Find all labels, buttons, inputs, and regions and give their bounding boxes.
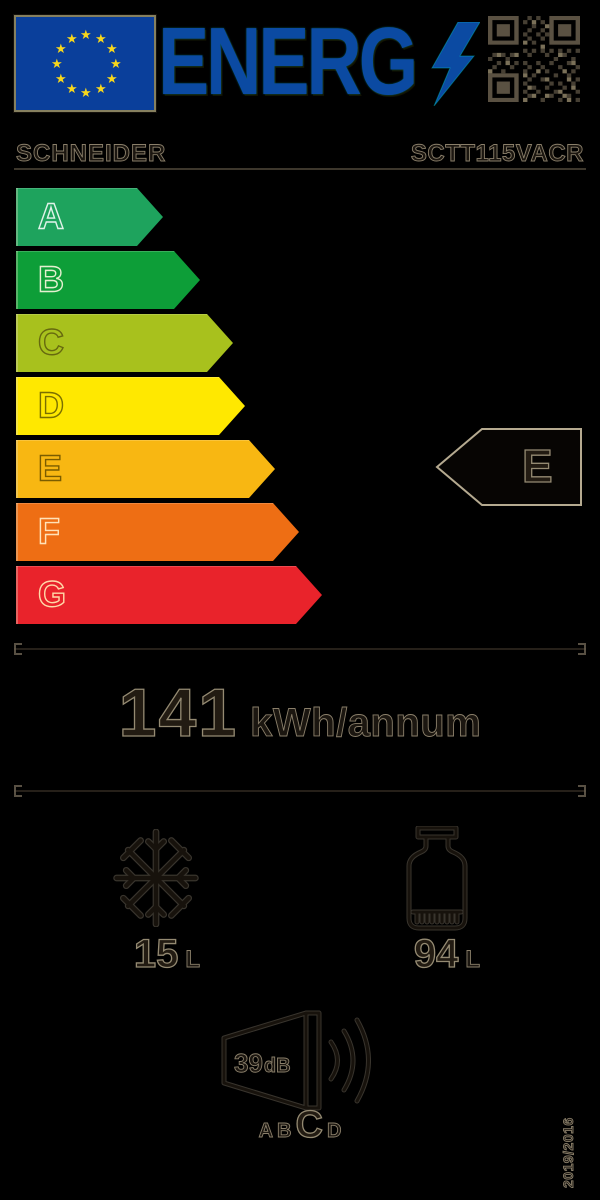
efficiency-class-a-arrow: A <box>16 188 163 246</box>
divider-end-mark <box>14 643 22 655</box>
eu-star-icon: ★ <box>55 41 67 56</box>
eu-star-icon: ★ <box>66 31 78 46</box>
energy-consumption: 141 kWh/annum <box>0 675 600 751</box>
efficiency-class-f-label: F <box>38 510 60 552</box>
eu-star-icon: ★ <box>80 27 92 42</box>
efficiency-class-d-label: D <box>38 384 64 426</box>
fridge-volume-unit: L <box>465 946 481 974</box>
eu-star-icon: ★ <box>95 31 107 46</box>
eu-star-icon: ★ <box>55 71 67 86</box>
rating-class-letter: E <box>521 440 553 493</box>
snowflake-icon <box>113 829 199 927</box>
eu-star-icon: ★ <box>95 81 107 96</box>
freezer-volume: 15 L <box>97 931 237 977</box>
eu-flag: ★ ★ ★ ★ ★ ★ ★ ★ ★ ★ ★ ★ <box>14 15 156 112</box>
qr-code <box>488 16 580 102</box>
noise-class-c-rated: C <box>295 1103 324 1146</box>
efficiency-class-b-label: B <box>38 258 64 300</box>
lightning-bolt-icon <box>431 22 480 106</box>
noise-class-a: A <box>258 1120 274 1143</box>
fridge-volume-value: 94 <box>413 931 459 976</box>
eu-star-icon: ★ <box>51 56 63 71</box>
section-divider <box>14 643 586 655</box>
efficiency-class-e-label: E <box>38 447 63 489</box>
efficiency-class-c-label: C <box>38 321 64 363</box>
efficiency-class-f-arrow: F <box>16 503 299 561</box>
efficiency-class-e-arrow: E <box>16 440 275 498</box>
noise-class-b: B <box>277 1120 292 1143</box>
speaker-icon <box>221 1010 371 1111</box>
energy-logo-text: ENERG <box>158 8 418 115</box>
efficiency-class-a-label: A <box>38 195 64 237</box>
fridge-volume: 94 L <box>387 931 507 977</box>
noise-class-scale: A B C D <box>235 1103 365 1147</box>
section-divider <box>14 785 586 797</box>
rating-indicator-shape <box>435 428 582 506</box>
bottle-icon <box>406 826 468 931</box>
divider-end-mark <box>578 643 586 655</box>
noise-unit: dB <box>263 1055 291 1078</box>
energy-value: 141 <box>118 675 239 751</box>
brand-name: SCHNEIDER <box>16 140 167 168</box>
efficiency-class-d-arrow: D <box>16 377 245 435</box>
noise-value: 39 <box>234 1048 264 1079</box>
freezer-volume-value: 15 <box>133 931 179 976</box>
freezer-volume-unit: L <box>185 946 201 974</box>
efficiency-class-g-label: G <box>38 573 67 615</box>
regulation-number: 2019/2016 <box>560 1117 577 1189</box>
energy-unit: kWh/annum <box>250 701 482 746</box>
header-divider <box>14 168 586 170</box>
efficiency-class-c-arrow: C <box>16 314 233 372</box>
model-number: SCTT115VACR <box>410 140 584 168</box>
eu-star-icon: ★ <box>110 56 122 71</box>
rating-indicator-arrow: E <box>434 426 584 508</box>
efficiency-class-b-arrow: B <box>16 251 200 309</box>
eu-star-icon: ★ <box>80 85 92 100</box>
eu-star-icon: ★ <box>106 41 118 56</box>
eu-star-icon: ★ <box>106 71 118 86</box>
divider-end-mark <box>14 785 22 797</box>
noise-class-d: D <box>326 1120 342 1143</box>
eu-star-icon: ★ <box>66 81 78 96</box>
divider-end-mark <box>578 785 586 797</box>
efficiency-class-g-arrow: G <box>16 566 322 624</box>
noise-level: 39 dB <box>234 1048 291 1079</box>
